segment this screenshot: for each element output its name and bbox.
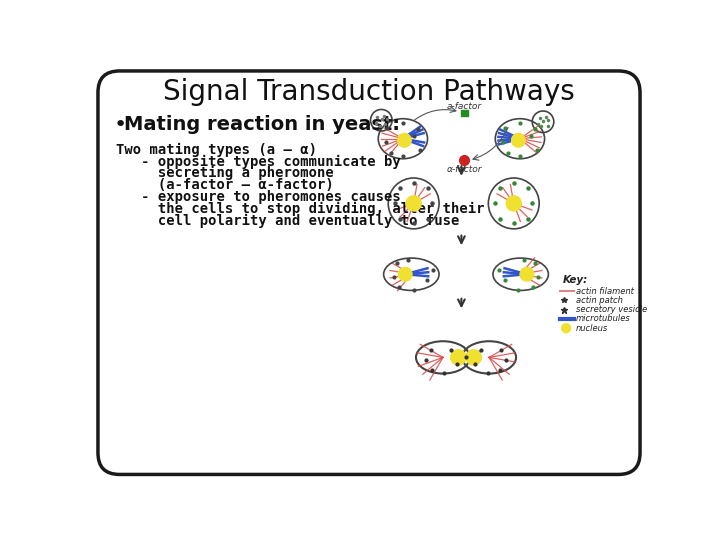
Text: Signal Transduction Pathways: Signal Transduction Pathways [163,78,575,106]
Circle shape [397,133,411,147]
Text: actin filament: actin filament [576,287,634,296]
Text: the cells to stop dividing, alter their: the cells to stop dividing, alter their [117,202,485,216]
Circle shape [406,195,421,211]
Text: •: • [113,115,127,135]
Text: secretory vesicle: secretory vesicle [576,305,647,314]
Circle shape [506,195,521,211]
Circle shape [466,350,482,365]
Text: cell polarity and eventually to fuse: cell polarity and eventually to fuse [117,214,460,228]
Circle shape [562,323,571,333]
Text: (a-factor – α-factor): (a-factor – α-factor) [117,178,334,192]
Text: Mating reaction in yeast:: Mating reaction in yeast: [124,116,400,134]
Text: - opposite types communicate by: - opposite types communicate by [117,154,401,168]
Text: nucleus: nucleus [576,323,608,333]
Text: Key:: Key: [563,275,588,286]
Text: a-factor: a-factor [447,102,482,111]
Text: microtubules: microtubules [576,314,631,323]
Text: Two mating types (a – α): Two mating types (a – α) [117,143,318,157]
Text: secreting a pheromone: secreting a pheromone [117,166,334,180]
Circle shape [451,350,466,365]
Text: actin patch: actin patch [576,296,623,305]
Bar [462,110,467,117]
Text: α-factor: α-factor [446,165,482,174]
Circle shape [398,267,412,281]
FancyBboxPatch shape [98,71,640,475]
Text: - exposure to pheromones causes: - exposure to pheromones causes [117,190,401,204]
Circle shape [511,133,526,147]
Circle shape [520,267,534,281]
